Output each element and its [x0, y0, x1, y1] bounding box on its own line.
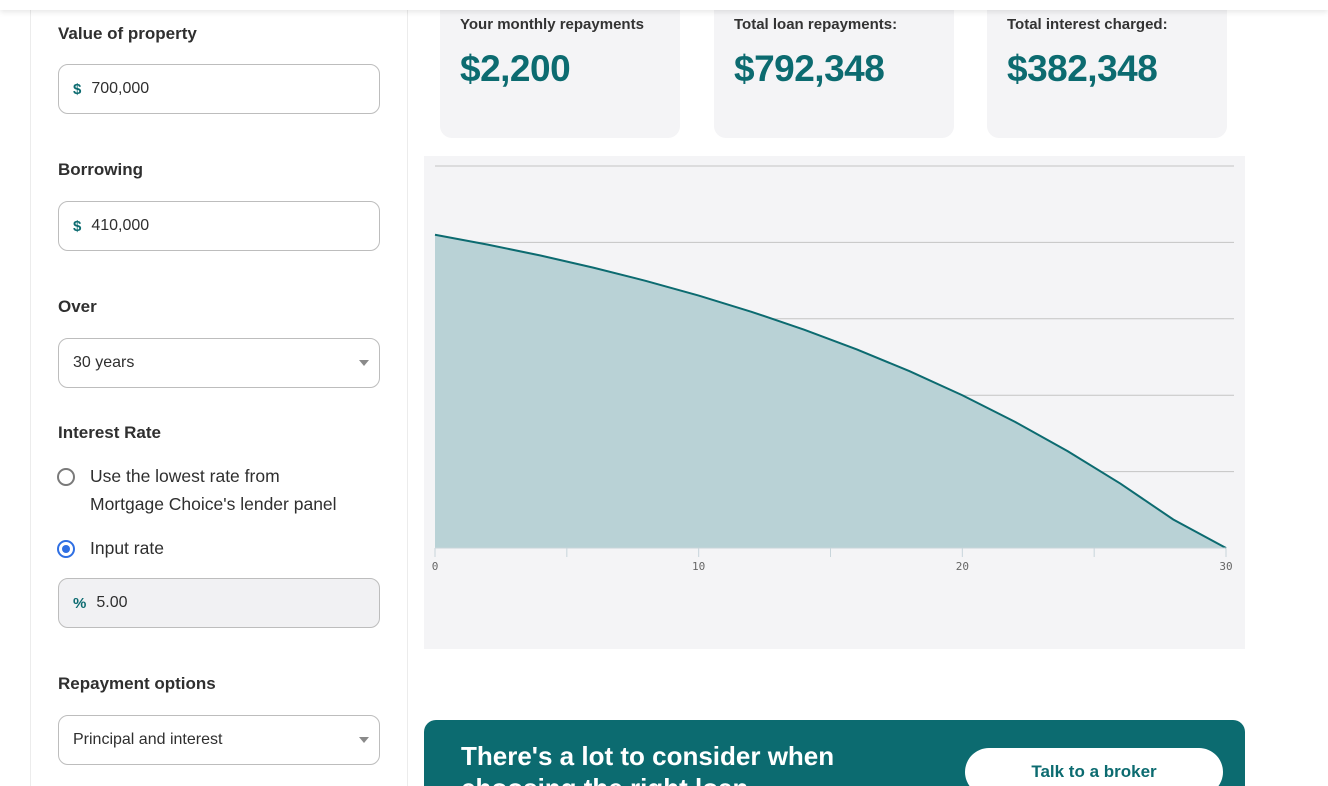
property-value-input[interactable]: $ 700,000: [58, 64, 380, 114]
radio-selected-icon[interactable]: [57, 540, 75, 558]
dollar-prefix: $: [73, 80, 82, 98]
property-value-text: 700,000: [91, 80, 150, 97]
rate-input[interactable]: % 5.00: [58, 578, 380, 628]
dollar-prefix: $: [73, 217, 82, 235]
interest-rate-label: Interest Rate: [58, 423, 161, 442]
x-tick-label: 0: [432, 560, 439, 573]
radio-input-rate[interactable]: Input rate: [57, 538, 164, 562]
total-repayments-label: Total loan repayments:: [734, 16, 898, 33]
total-repayments-card: Total loan repayments: $792,348: [714, 0, 954, 138]
input-rate-label: Input rate: [90, 538, 164, 558]
monthly-repayments-value: $2,200: [460, 48, 571, 89]
lowest-rate-label-line1: Use the lowest rate from: [90, 466, 280, 486]
header-shadow: [0, 0, 1328, 10]
repayment-options-label: Repayment options: [58, 674, 216, 693]
repayment-value-text: Principal and interest: [73, 731, 223, 748]
total-interest-card: Total interest charged: $382,348: [987, 0, 1227, 138]
borrowing-value-text: 410,000: [91, 217, 150, 234]
rate-value-text: 5.00: [96, 594, 128, 611]
x-tick-label: 10: [692, 560, 705, 573]
total-repayments-value: $792,348: [734, 48, 885, 89]
radio-button-icon[interactable]: [57, 468, 75, 486]
chart-svg: 0 10 20 30: [432, 165, 1234, 573]
chevron-down-icon: [359, 360, 369, 366]
lowest-rate-label-line2: Mortgage Choice's lender panel: [90, 494, 337, 514]
loan-balance-chart: 0 10 20 30: [424, 156, 1245, 649]
talk-to-broker-button[interactable]: Talk to a broker: [965, 748, 1223, 786]
monthly-repayments-card: Your monthly repayments $2,200: [440, 0, 680, 138]
cta-text: There's a lot to consider when choosing …: [461, 741, 835, 786]
property-value-label: Value of property: [58, 24, 197, 43]
balance-line: [434, 233, 1227, 549]
term-value-text: 30 years: [73, 354, 135, 371]
total-interest-value: $382,348: [1007, 48, 1158, 89]
borrowing-label: Borrowing: [58, 160, 143, 179]
total-interest-label: Total interest charged:: [1007, 16, 1168, 33]
percent-prefix: %: [73, 594, 87, 612]
term-select[interactable]: 30 years: [58, 338, 380, 388]
calculator-form: Value of property $ 700,000 Borrowing $ …: [30, 0, 408, 786]
monthly-repayments-label: Your monthly repayments: [460, 16, 644, 33]
chevron-down-icon: [359, 737, 369, 743]
x-tick-label: 30: [1219, 560, 1232, 573]
x-tick-label: 20: [956, 560, 969, 573]
balance-area: [435, 234, 1226, 548]
borrowing-input[interactable]: $ 410,000: [58, 201, 380, 251]
radio-lowest-rate[interactable]: Use the lowest rate from Mortgage Choice…: [57, 466, 337, 518]
repayment-select[interactable]: Principal and interest: [58, 715, 380, 765]
term-label: Over: [58, 297, 97, 316]
cta-banner: There's a lot to consider when choosing …: [424, 720, 1245, 786]
